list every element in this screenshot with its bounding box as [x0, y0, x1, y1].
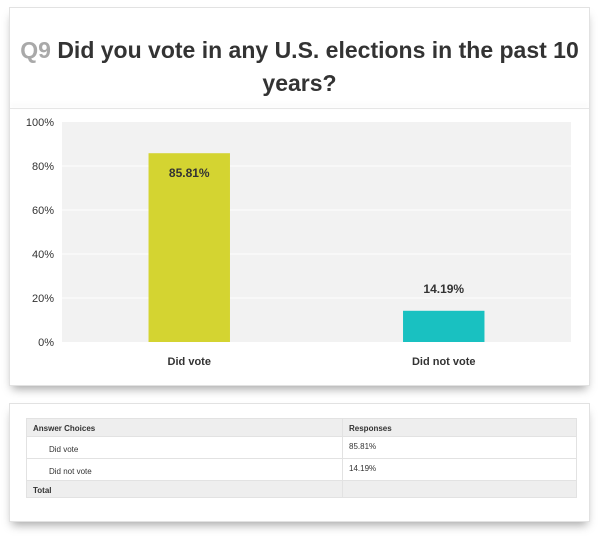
y-tick-label: 0%: [38, 337, 54, 349]
y-tick-label: 60%: [32, 205, 54, 217]
table-row: Did vote 85.81%: [26, 436, 577, 459]
y-tick-label: 20%: [32, 293, 54, 305]
header-answer-choices: Answer Choices: [26, 418, 343, 437]
chart-title: Q9 Did you vote in any U.S. elections in…: [10, 34, 589, 100]
data-label: 14.19%: [423, 282, 464, 296]
table-header-row: Answer Choices Responses: [26, 418, 577, 437]
question-number: Q9: [20, 37, 51, 63]
bar-chart: 0% 20% 40% 60% 80% 100% 85.81% Did vote 14.19% Di…: [26, 117, 571, 368]
results-table: Answer Choices Responses Did vote 85.81%…: [26, 418, 577, 498]
plot-area: [62, 122, 571, 342]
question-text: Did you vote in any U.S. elections in th…: [57, 37, 579, 96]
y-tick-label: 100%: [26, 117, 54, 129]
bar: [403, 310, 485, 342]
total-label: Total: [26, 480, 343, 498]
y-tick-label: 40%: [32, 249, 54, 261]
total-value: [342, 480, 577, 498]
table-row: Did not vote 14.19%: [26, 458, 577, 481]
y-tick-label: 80%: [32, 161, 54, 173]
header-responses: Responses: [342, 418, 577, 437]
row-choice: Did vote: [26, 436, 343, 459]
data-label: 85.81%: [169, 166, 210, 180]
bar: [148, 153, 230, 342]
table-total-row: Total: [26, 480, 577, 498]
x-category-label: Did not vote: [412, 356, 476, 368]
results-table-card: Answer Choices Responses Did vote 85.81%…: [9, 403, 590, 522]
row-response: 14.19%: [342, 458, 577, 481]
x-category-label: Did vote: [168, 356, 211, 368]
title-divider: [10, 108, 589, 109]
row-choice: Did not vote: [26, 458, 343, 481]
chart-card: Q9 Did you vote in any U.S. elections in…: [9, 7, 590, 386]
row-response: 85.81%: [342, 436, 577, 459]
